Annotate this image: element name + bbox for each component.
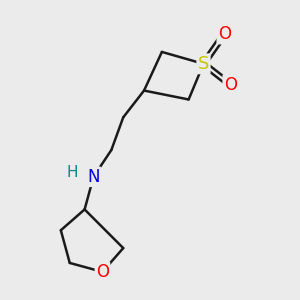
Text: S: S [198, 55, 209, 73]
Text: O: O [218, 25, 231, 43]
Text: O: O [224, 76, 237, 94]
Text: H: H [67, 165, 79, 180]
Text: O: O [96, 263, 109, 281]
Text: N: N [87, 168, 100, 186]
